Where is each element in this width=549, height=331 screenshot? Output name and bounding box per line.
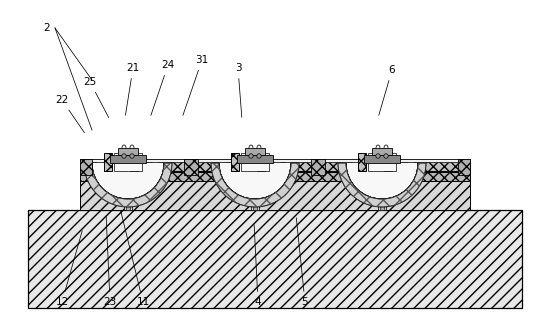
- Bar: [237, 155, 273, 163]
- Circle shape: [257, 154, 261, 158]
- Bar: [126, 181, 130, 210]
- Wedge shape: [84, 163, 172, 207]
- Text: 6: 6: [379, 65, 395, 115]
- Bar: [251, 163, 259, 210]
- Bar: [80, 159, 92, 175]
- Text: 25: 25: [83, 77, 109, 118]
- Bar: [368, 153, 396, 171]
- Text: 24: 24: [151, 60, 175, 116]
- Text: 21: 21: [125, 63, 139, 115]
- Circle shape: [249, 154, 253, 158]
- Bar: [104, 153, 112, 171]
- Bar: [384, 153, 392, 171]
- Text: 31: 31: [183, 55, 209, 116]
- Bar: [80, 181, 470, 210]
- Bar: [245, 148, 265, 155]
- Bar: [184, 159, 198, 175]
- Bar: [130, 153, 138, 171]
- Bar: [372, 148, 392, 155]
- Bar: [380, 181, 384, 210]
- Bar: [124, 163, 132, 210]
- Bar: [114, 153, 142, 171]
- Text: 4: 4: [254, 225, 261, 307]
- Text: 2: 2: [43, 23, 50, 33]
- Bar: [378, 163, 386, 210]
- Bar: [80, 172, 470, 181]
- Wedge shape: [211, 163, 299, 207]
- Bar: [257, 153, 265, 171]
- Bar: [364, 155, 400, 163]
- Bar: [358, 153, 366, 171]
- Bar: [80, 159, 470, 171]
- Wedge shape: [338, 163, 426, 207]
- Text: 3: 3: [234, 63, 242, 117]
- Text: 5: 5: [296, 218, 309, 307]
- Bar: [241, 153, 269, 171]
- Wedge shape: [346, 163, 418, 199]
- Wedge shape: [219, 163, 291, 199]
- Wedge shape: [92, 163, 164, 199]
- Circle shape: [376, 154, 380, 158]
- Bar: [253, 181, 257, 210]
- Bar: [118, 148, 138, 155]
- Circle shape: [130, 154, 134, 158]
- Circle shape: [122, 154, 126, 158]
- Text: 11: 11: [121, 211, 150, 307]
- Text: 23: 23: [103, 216, 116, 307]
- Text: 22: 22: [55, 95, 85, 133]
- Bar: [458, 159, 470, 175]
- Bar: [80, 163, 470, 172]
- Bar: [231, 153, 239, 171]
- Bar: [311, 159, 325, 175]
- Text: 12: 12: [55, 231, 82, 307]
- Bar: [80, 159, 470, 162]
- Bar: [28, 210, 522, 308]
- Circle shape: [384, 154, 388, 158]
- Bar: [110, 155, 146, 163]
